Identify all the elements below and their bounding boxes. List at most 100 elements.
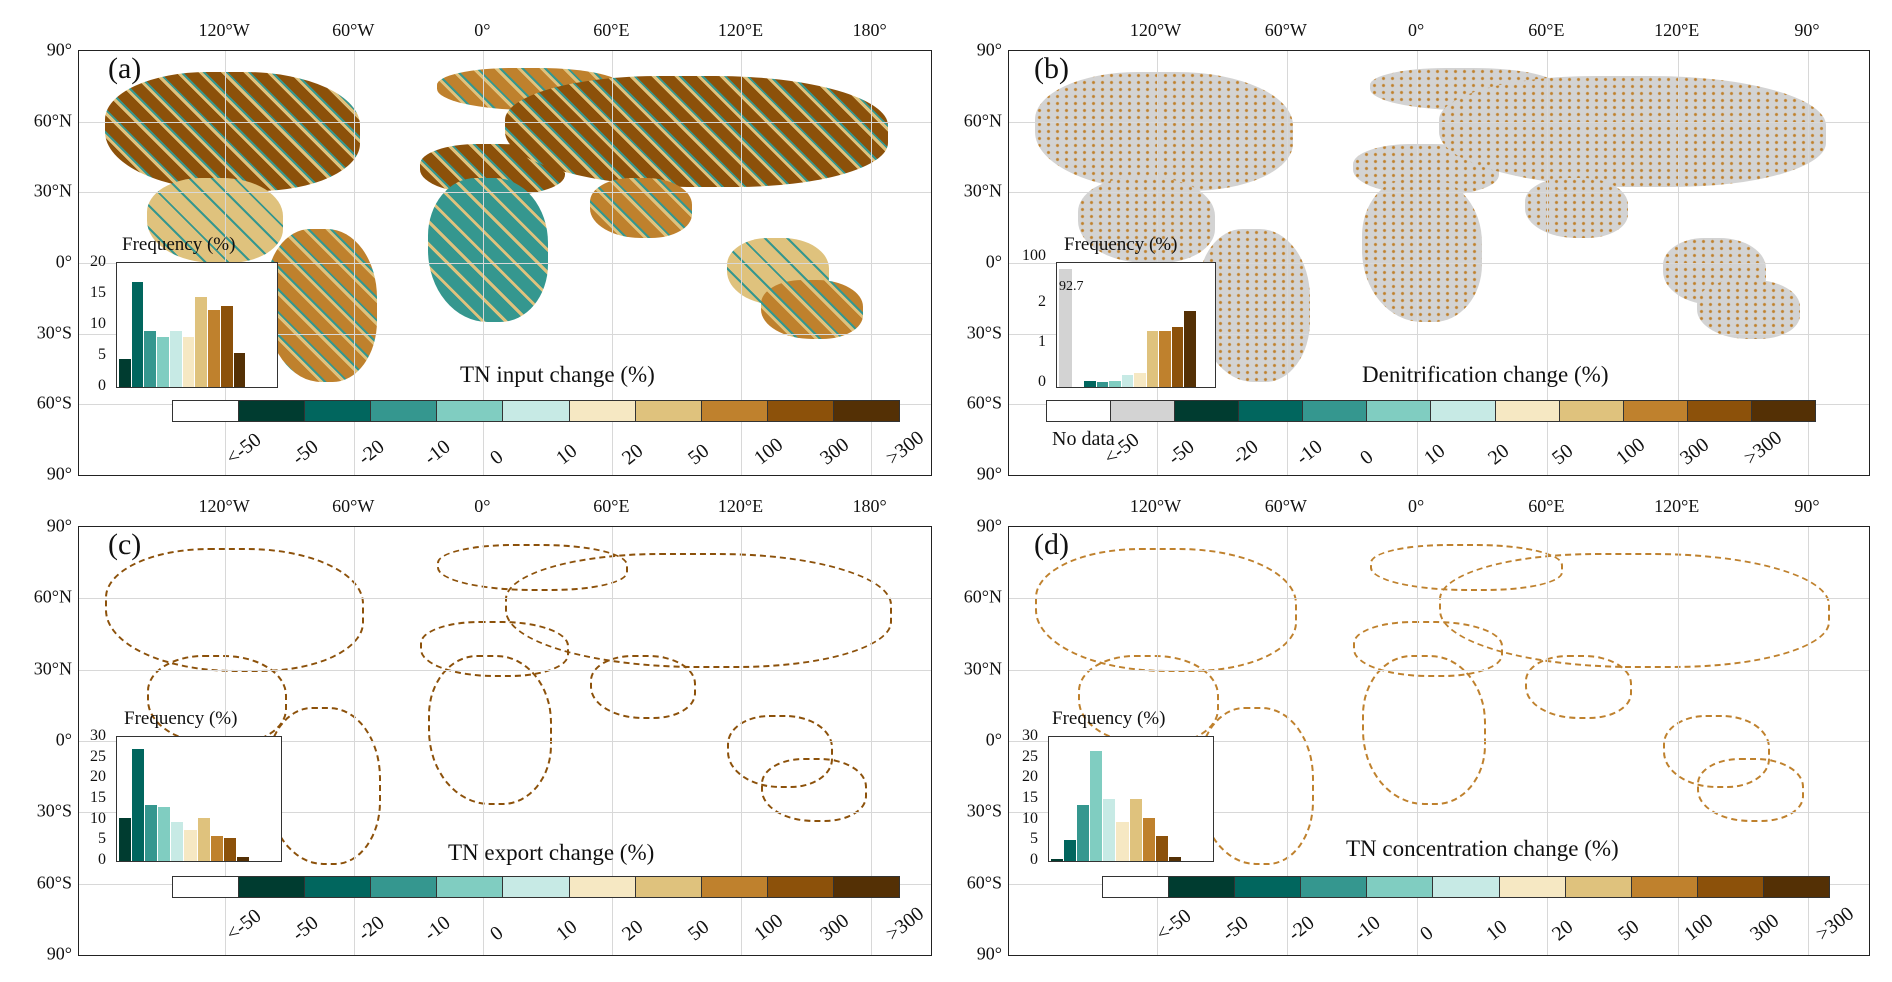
lon-label: 60°W: [332, 496, 375, 516]
colorbar-swatch: [1301, 877, 1368, 897]
colorbar-swatch: [1431, 401, 1496, 421]
landmass: [505, 552, 893, 668]
landmass: [1697, 279, 1801, 340]
frequency-inset-a: [116, 262, 278, 388]
gridline-lat: [79, 333, 931, 335]
lon-label: 60°E: [1528, 20, 1565, 40]
lat-label: 60°S: [36, 872, 72, 893]
landmass: [266, 229, 378, 382]
colorbar-swatch: [1047, 401, 1112, 421]
colorbar-label: 300: [816, 433, 854, 470]
lon-label: 0°: [474, 496, 491, 516]
frequency-bar: [182, 337, 195, 387]
frequency-bar: [1159, 331, 1171, 387]
inset-yticks-d: 30 25 20 15 10 5 0: [1008, 727, 1044, 868]
inset-ytick: 5: [1030, 830, 1038, 848]
frequency-bar: [158, 807, 171, 861]
colorbar-label: 10: [552, 915, 582, 946]
landmass: [1034, 72, 1293, 191]
inset-ytick: 20: [90, 253, 106, 270]
landmass: [428, 178, 548, 323]
colorbar-label: -10: [420, 435, 455, 470]
colorbar-label: 10: [1420, 439, 1450, 470]
frequency-bars-b: 92.7: [1057, 263, 1215, 387]
frequency-bar: [1168, 856, 1181, 861]
inset-ytick: 5: [98, 346, 106, 363]
frequency-inset-d: [1048, 736, 1214, 862]
colorbar-swatch: [701, 401, 768, 421]
map-title-b: Denitrification change (%): [1362, 362, 1609, 387]
lon-label: 60°E: [593, 496, 630, 516]
gridline-lat: [1009, 598, 1869, 600]
colorbar-swatch: [1169, 877, 1236, 897]
colorbar-label: 0: [486, 445, 508, 470]
frequency-bar: [1077, 805, 1090, 861]
lon-label: 180°: [852, 496, 887, 516]
lon-label: 90°: [1794, 496, 1820, 516]
colorbar-swatch: [1697, 877, 1764, 897]
lat-label: 90°: [46, 463, 72, 484]
frequency-bar: [195, 297, 208, 387]
colorbar-label: 50: [1614, 915, 1644, 946]
colorbar-label: 0: [1356, 445, 1378, 470]
colorbar-swatch: [173, 401, 240, 421]
lon-label: 120°W: [1129, 20, 1182, 40]
frequency-bar: [233, 352, 246, 387]
inset-title-d: Frequency (%): [1052, 708, 1166, 729]
frequency-bar: [1146, 331, 1159, 387]
colorbar-label: <-50: [222, 428, 266, 470]
inset-ytick: 0: [98, 377, 106, 394]
gridline-lat: [1009, 741, 1869, 742]
lat-label: 0°: [55, 251, 72, 272]
frequency-inset-b: 92.7: [1056, 262, 1216, 388]
colorbar-label: 20: [618, 915, 648, 946]
gridline-lat: [1009, 812, 1869, 814]
gridline-lat: [79, 121, 931, 123]
map-title-d: TN concentration change (%): [1346, 836, 1619, 861]
lat-label: 90°: [976, 943, 1002, 964]
inset-ytick: 30: [1022, 727, 1038, 744]
frequency-bar: [220, 306, 233, 387]
lat-label: 0°: [985, 729, 1002, 750]
landmass: [1198, 706, 1314, 865]
colorbar-label: -50: [288, 911, 323, 946]
colorbar-swatch: [833, 877, 900, 897]
colorbar-swatch: [635, 877, 702, 897]
inset-ytick: 15: [90, 284, 106, 301]
lon-label: 120°W: [198, 20, 250, 40]
inset-ytick: 25: [90, 747, 106, 765]
lon-label: 120°E: [1654, 496, 1700, 516]
landmass: [590, 178, 693, 238]
frequency-bars-c: [117, 737, 281, 861]
landmass: [104, 548, 365, 673]
colorbar-label: -20: [354, 911, 389, 946]
map-title-a: TN input change (%): [460, 362, 655, 387]
colorbar-label: 20: [618, 439, 648, 470]
frequency-bar-grey: [1059, 269, 1072, 387]
colorbar-swatch: [1559, 401, 1624, 421]
lat-label: 30°S: [36, 800, 72, 821]
lat-label: 30°S: [966, 800, 1002, 821]
inset-ytick: 5: [98, 830, 106, 848]
lat-label: 30°N: [963, 658, 1002, 679]
colorbar-swatch: [1111, 401, 1176, 421]
colorbar-label: 50: [684, 439, 714, 470]
map-title-c: TN export change (%): [448, 840, 655, 865]
lat-label: 90°: [976, 463, 1002, 484]
colorbar-b: [1046, 400, 1816, 422]
colorbar-labels-c: <-50 -50 -20 -10 0 10 20 50 100 300 >300: [172, 898, 928, 958]
gridline-lat: [79, 669, 931, 671]
inset-ytick: 20: [90, 768, 106, 786]
lon-label: 120°W: [1129, 496, 1182, 516]
colorbar-label: 100: [1680, 909, 1718, 946]
frequency-bar: [157, 337, 169, 387]
colorbar-swatch: [1623, 401, 1688, 421]
inset-ytick: 15: [90, 789, 106, 806]
colorbar-label: <-50: [1152, 904, 1196, 946]
colorbar-label: 300: [816, 909, 854, 946]
lat-label: 90°: [46, 39, 72, 60]
lat-label: 90°: [976, 39, 1002, 60]
lat-label: 30°N: [33, 180, 72, 201]
colorbar-swatch: [503, 877, 570, 897]
inset-ytick: 10: [90, 315, 106, 332]
